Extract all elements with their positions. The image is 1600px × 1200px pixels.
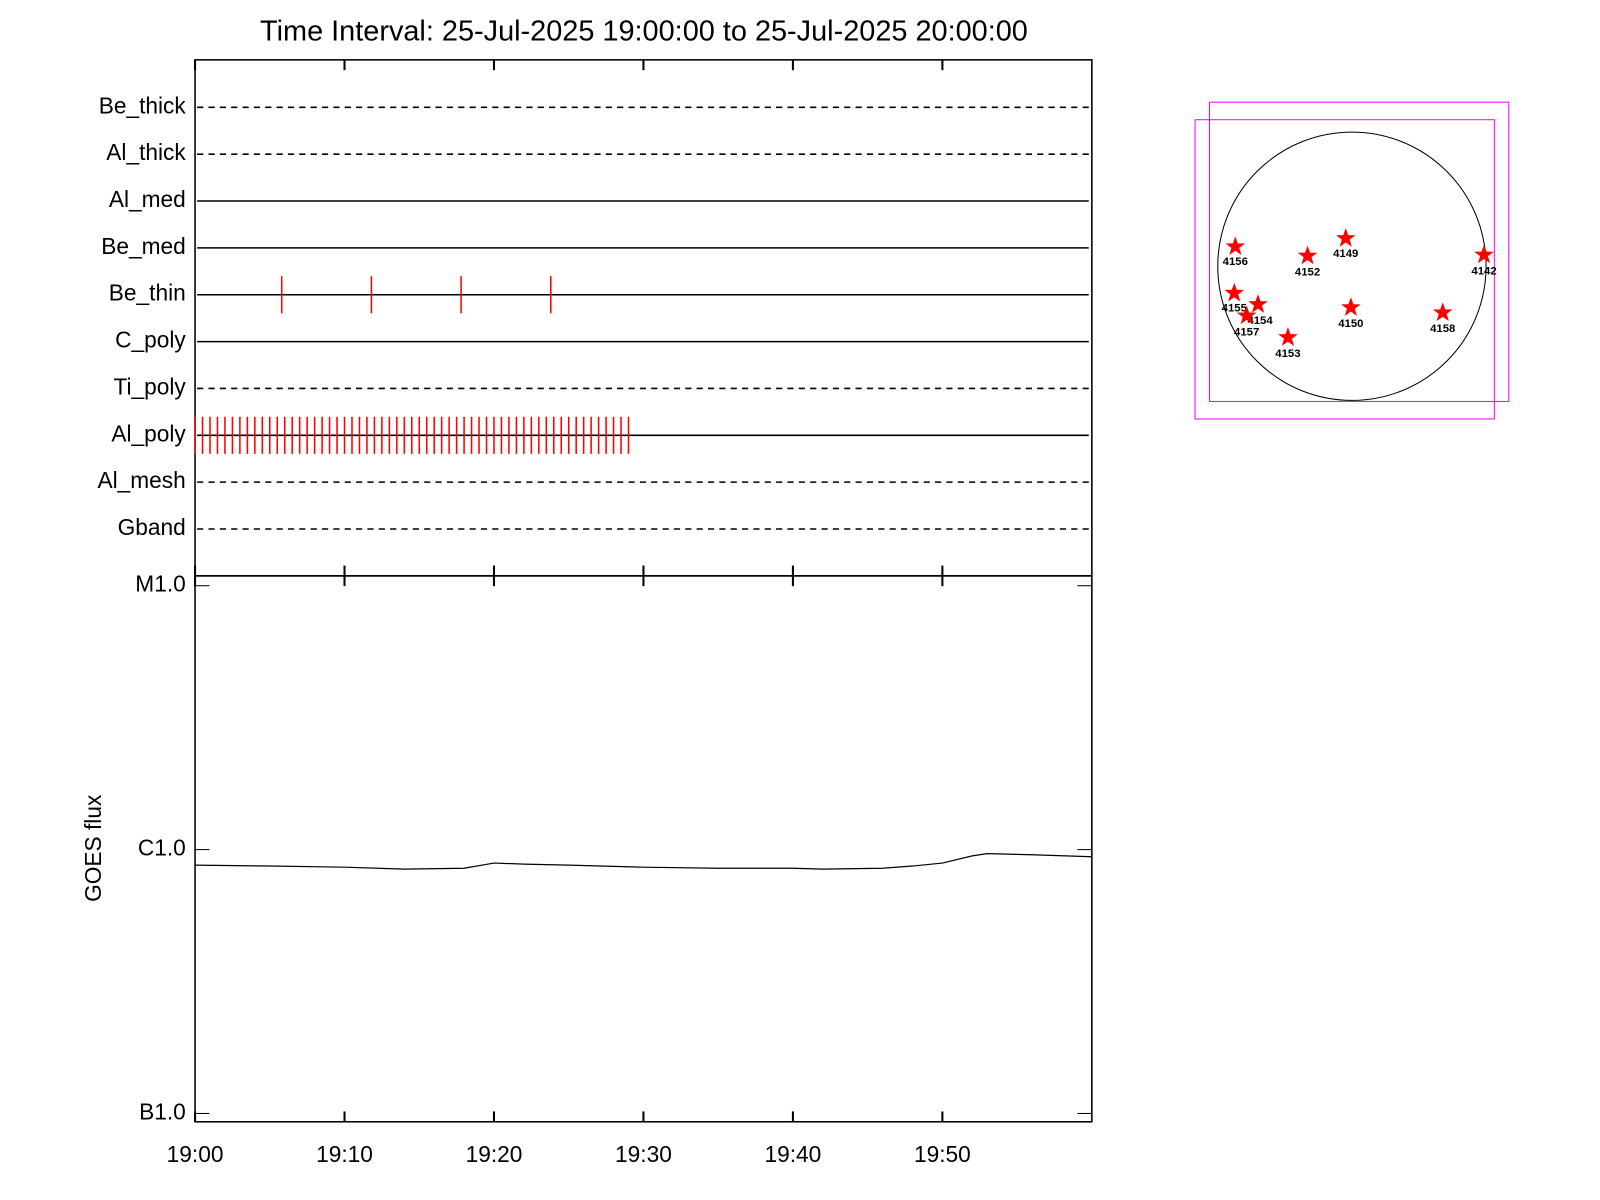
x-tick-label: 19:30 [615, 1141, 672, 1167]
goes-flux-line [195, 853, 1092, 870]
x-tick-label: 19:40 [765, 1141, 822, 1167]
y-tick-label: M1.0 [135, 571, 185, 597]
region-label: 4154 [1247, 315, 1273, 327]
x-tick-label: 19:00 [167, 1141, 224, 1167]
row-label: Gband [118, 514, 186, 540]
region-marker [1297, 245, 1318, 265]
region-label: 4158 [1430, 323, 1455, 335]
panel-frame [194, 575, 1093, 1123]
region-marker [1474, 244, 1494, 264]
plot-area: Time Interval: 25-Jul-2025 19:00:00 to 2… [80, 16, 1510, 1167]
row-label: Be_thick [99, 92, 187, 118]
row-label: C_poly [115, 327, 186, 353]
region-label: 4152 [1295, 266, 1320, 278]
y-tick-label: C1.0 [138, 835, 186, 861]
sun-map: 4156 4149 4152 4142 4155 4154 4157 4150 … [1194, 101, 1510, 420]
region-marker [1248, 294, 1268, 313]
row-label: Al_mesh [97, 467, 185, 493]
fov-box [1208, 101, 1510, 402]
panel-frame [194, 59, 1093, 577]
x-tick-label: 19:20 [466, 1141, 523, 1167]
y-axis-label: GOES flux [80, 794, 106, 902]
region-marker [1341, 297, 1361, 316]
region-marker [1432, 302, 1453, 322]
region-label: 4149 [1333, 248, 1358, 260]
region-marker [1224, 282, 1245, 302]
row-label: Be_thin [109, 280, 186, 306]
region-marker [1335, 228, 1356, 247]
region-label: 4153 [1275, 348, 1300, 360]
region-marker [1278, 327, 1298, 346]
region-marker [1225, 236, 1246, 256]
x-tick-label: 19:10 [316, 1141, 373, 1167]
row-label: Al_med [109, 186, 186, 212]
fov-box [1194, 119, 1495, 420]
region-label: 4142 [1471, 265, 1496, 277]
region-label: 4157 [1234, 326, 1259, 338]
region-label: 4150 [1338, 318, 1363, 330]
row-label: Al_thick [106, 139, 186, 165]
row-label: Ti_poly [113, 373, 186, 399]
row-label: Al_poly [111, 420, 186, 446]
solar-disk [1217, 131, 1487, 401]
y-tick-label: B1.0 [139, 1098, 186, 1124]
x-tick-label: 19:50 [914, 1141, 971, 1167]
chart-title: Time Interval: 25-Jul-2025 19:00:00 to 2… [260, 16, 1028, 48]
region-label: 4156 [1223, 256, 1248, 268]
row-label: Be_med [101, 233, 186, 259]
region-label: 4155 [1222, 303, 1247, 315]
